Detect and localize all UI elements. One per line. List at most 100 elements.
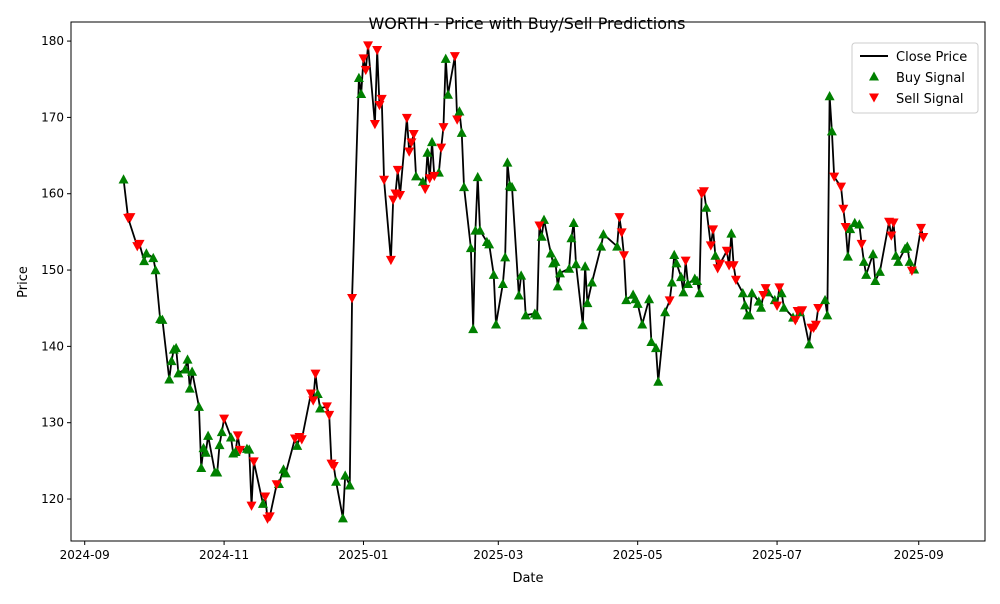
buy-signal-marker xyxy=(244,444,255,454)
buy-signal-marker xyxy=(904,256,915,266)
buy-signal-marker xyxy=(440,53,451,63)
sell-signal-marker xyxy=(758,290,769,301)
plot-area xyxy=(118,41,929,524)
buy-signal-marker xyxy=(353,72,364,82)
buy-signal-marker xyxy=(456,127,467,137)
buy-signal-marker xyxy=(646,336,657,347)
y-tick-label: 180 xyxy=(41,34,64,48)
buy-signal-marker xyxy=(550,256,561,266)
buy-signal-marker xyxy=(568,217,579,227)
x-tick-label: 2025-01 xyxy=(338,548,388,562)
y-axis: 120 130 140 150 160 170 180 xyxy=(41,34,71,506)
sell-signal-marker xyxy=(235,445,246,456)
buy-signal-marker xyxy=(157,314,168,324)
sell-signal-marker xyxy=(790,316,801,326)
sell-signal-marker xyxy=(363,41,374,51)
buy-signal-marker xyxy=(150,265,161,275)
sell-signal-marker xyxy=(232,431,243,441)
sell-signal-marker xyxy=(698,187,709,197)
buy-signal-marker xyxy=(744,310,755,320)
buy-signal-marker xyxy=(212,467,223,477)
sell-signal-marker xyxy=(856,239,867,250)
sell-signal-marker xyxy=(125,213,136,223)
sell-signal-marker xyxy=(324,410,335,421)
buy-signal-marker xyxy=(637,319,648,329)
sell-signal-marker xyxy=(264,512,275,522)
chart-title: WORTH - Price with Buy/Sell Predictions xyxy=(368,14,685,33)
sell-signal-marker xyxy=(760,284,771,294)
buy-signal-marker xyxy=(612,241,623,251)
sell-signal-marker xyxy=(840,223,851,233)
sell-signal-marker xyxy=(379,175,390,185)
buy-signal-marker xyxy=(682,278,693,289)
sell-signal-marker xyxy=(372,45,383,56)
y-tick-label: 160 xyxy=(41,187,64,201)
sell-signal-marker xyxy=(401,113,412,124)
buy-signal-marker xyxy=(740,300,751,310)
buy-signal-marker xyxy=(230,446,241,456)
legend-label-buy: Buy Signal xyxy=(896,71,965,86)
buy-signal-marker xyxy=(484,239,495,249)
buy-signal-marker xyxy=(826,126,837,136)
buy-signal-marker xyxy=(644,294,655,304)
sell-signal-marker xyxy=(308,396,319,406)
buy-signal-marker xyxy=(356,88,367,98)
sell-signal-series xyxy=(123,41,929,524)
sell-signal-marker xyxy=(452,115,463,125)
sell-signal-marker xyxy=(829,172,840,182)
buy-signal-marker xyxy=(475,225,486,235)
sell-signal-marker xyxy=(664,296,675,306)
sell-signal-marker xyxy=(395,191,406,201)
buy-signal-marker xyxy=(870,275,881,285)
buy-signal-marker xyxy=(257,498,268,508)
sell-signal-marker xyxy=(436,143,447,153)
buy-signal-marker xyxy=(701,202,712,212)
sell-signal-marker xyxy=(406,138,417,148)
sell-signal-marker xyxy=(296,435,307,445)
buy-signal-marker xyxy=(824,91,835,101)
buy-signal-marker xyxy=(854,219,865,229)
buy-signal-marker xyxy=(315,403,326,413)
buy-signal-marker xyxy=(214,439,225,450)
legend-label-close: Close Price xyxy=(896,50,967,65)
buy-signal-marker xyxy=(902,241,913,251)
buy-signal-marker xyxy=(566,232,577,243)
sell-signal-marker xyxy=(888,218,899,228)
buy-signal-marker xyxy=(118,174,129,184)
buy-signal-marker xyxy=(564,263,575,273)
buy-signal-marker xyxy=(337,513,348,523)
buy-signal-marker xyxy=(141,248,152,258)
buy-signal-marker xyxy=(422,147,433,157)
sell-signal-marker xyxy=(429,171,440,182)
sell-signal-marker xyxy=(392,165,403,176)
sell-signal-marker xyxy=(305,389,316,399)
buy-signal-marker xyxy=(868,249,879,259)
buy-signal-marker xyxy=(164,374,175,384)
sell-signal-marker xyxy=(260,492,271,502)
y-axis-label: Price xyxy=(16,266,31,298)
x-axis: 2024-09 2024-11 2025-01 2025-03 2025-05 2025-… xyxy=(60,541,944,562)
buy-signal-marker xyxy=(671,258,682,268)
buy-signal-marker xyxy=(570,258,581,269)
buy-signal-marker xyxy=(468,323,479,334)
sell-signal-marker xyxy=(916,223,927,234)
y-tick-label: 130 xyxy=(41,416,64,430)
buy-signal-marker xyxy=(778,302,789,312)
buy-signal-marker xyxy=(776,287,787,298)
buy-signal-marker xyxy=(507,181,518,192)
sell-signal-marker xyxy=(838,204,849,214)
sell-signal-marker xyxy=(918,232,929,243)
buy-signal-marker xyxy=(653,376,664,386)
sell-signal-marker xyxy=(730,275,741,285)
buy-signal-marker xyxy=(427,136,438,147)
y-tick-label: 120 xyxy=(41,492,64,506)
buy-signal-marker xyxy=(173,368,184,378)
legend: Close Price Buy Signal Sell Signal xyxy=(851,42,979,114)
sell-signal-marker xyxy=(774,283,785,293)
buy-signal-marker xyxy=(580,261,591,271)
buy-signal-marker xyxy=(536,231,547,241)
buy-signal-marker xyxy=(200,447,211,457)
buy-signal-marker xyxy=(845,223,856,234)
